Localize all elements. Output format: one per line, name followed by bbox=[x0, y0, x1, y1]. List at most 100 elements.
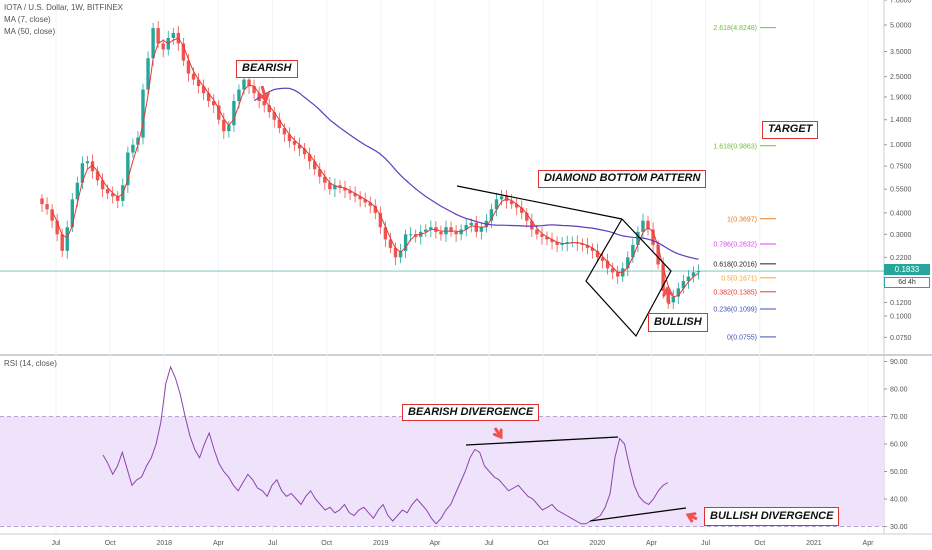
price-axis-tick-label: 0.1200 bbox=[890, 300, 912, 307]
candle-body bbox=[156, 28, 160, 44]
fib-level-label: 1(0.3697) bbox=[727, 216, 757, 223]
rsi-line bbox=[102, 365, 669, 525]
target-label: TARGET bbox=[762, 121, 819, 139]
fib-level-label: 0(0.0755) bbox=[727, 334, 757, 341]
time-axis-tick-label: Oct bbox=[105, 540, 116, 547]
candle-body bbox=[454, 231, 458, 235]
candle-body bbox=[333, 185, 337, 190]
candle-body bbox=[292, 141, 297, 145]
candle-body bbox=[348, 190, 352, 194]
candle-body bbox=[131, 144, 135, 153]
price-axis-tick-label: 0.4000 bbox=[890, 210, 912, 217]
candle-body bbox=[90, 161, 95, 172]
candle-body bbox=[494, 199, 499, 210]
price-axis-tick-label: 1.9000 bbox=[890, 94, 912, 101]
candle-body bbox=[681, 281, 686, 289]
price-axis-tick-label: 0.2200 bbox=[890, 255, 912, 262]
candle-body bbox=[378, 212, 383, 228]
time-axis-tick-label: Oct bbox=[321, 540, 332, 547]
fib-level-label: 0.5(0.1671) bbox=[721, 275, 757, 282]
time-axis-tick-label: 2018 bbox=[156, 540, 172, 547]
candle-body bbox=[272, 112, 276, 120]
candle-body bbox=[55, 220, 59, 235]
fib-level-label: 0.618(0.2016) bbox=[713, 261, 757, 268]
rsi-axis-tick-label: 40.00 bbox=[890, 497, 908, 504]
candle-body bbox=[95, 171, 100, 181]
candle-body bbox=[191, 73, 196, 80]
candle-body bbox=[65, 227, 69, 251]
price-axis-tick-label: 2.5000 bbox=[890, 74, 912, 81]
candle-body bbox=[60, 234, 64, 251]
candle-body bbox=[600, 257, 605, 261]
fib-level-label: 0.786(0.2632) bbox=[713, 242, 757, 249]
price-axis-tick-label: 3.5000 bbox=[890, 49, 912, 56]
rsi-axis-tick-label: 80.00 bbox=[890, 387, 908, 394]
rsi-axis-tick-label: 90.00 bbox=[890, 359, 908, 366]
diamond-pattern-label: DIAMOND BOTTOM PATTERN bbox=[538, 170, 707, 188]
candle-body bbox=[171, 32, 175, 38]
candle-body bbox=[499, 196, 504, 200]
candle-body bbox=[85, 161, 90, 164]
candle-body bbox=[530, 220, 534, 230]
fib-level-label: 1.618(0.9863) bbox=[713, 143, 757, 150]
ma7-legend: MA (7, close) bbox=[4, 15, 51, 24]
candle-body bbox=[40, 198, 44, 205]
candle-body bbox=[646, 220, 650, 230]
candle-body bbox=[393, 247, 398, 258]
candle-body bbox=[464, 224, 468, 230]
time-axis-tick-label: Jul bbox=[701, 540, 710, 547]
rsi-axis-tick-label: 50.00 bbox=[890, 469, 908, 476]
fib-level-label: 0.236(0.1099) bbox=[713, 306, 757, 313]
candle-body bbox=[408, 234, 413, 236]
candle-body bbox=[540, 234, 544, 237]
candle-body bbox=[631, 244, 635, 258]
candle-body bbox=[242, 79, 246, 90]
time-axis-tick-label: Apr bbox=[863, 540, 875, 547]
candle-body bbox=[237, 89, 241, 102]
candle-body bbox=[368, 202, 372, 206]
candle-body bbox=[479, 227, 484, 232]
price-axis-tick-label: 0.7500 bbox=[890, 164, 912, 171]
candle-body bbox=[151, 28, 155, 59]
candle-body bbox=[116, 196, 120, 201]
candle-body bbox=[358, 196, 362, 200]
time-axis-tick-label: 2020 bbox=[590, 540, 606, 547]
candle-body bbox=[373, 205, 377, 213]
candle-body bbox=[550, 239, 554, 243]
bullish-arrow-head bbox=[662, 286, 674, 297]
candle-body bbox=[297, 144, 302, 149]
candle-body bbox=[328, 182, 332, 190]
candle-body bbox=[671, 296, 675, 303]
price-axis-tick-label: 7.0000 bbox=[890, 0, 912, 5]
bullish-label: BULLISH bbox=[648, 313, 708, 332]
time-axis-tick-label: Oct bbox=[538, 540, 549, 547]
symbol-title: IOTA / U.S. Dollar, 1W, BITFINEX bbox=[4, 3, 123, 12]
candle-body bbox=[696, 271, 701, 273]
candle-body bbox=[136, 137, 140, 145]
bullish-divergence-arrow-head bbox=[685, 512, 697, 523]
candle-body bbox=[100, 180, 105, 190]
fib-level-label: 2.618(4.8248) bbox=[713, 25, 757, 32]
candle-body bbox=[222, 119, 226, 132]
bearish-divergence-label: BEARISH DIVERGENCE bbox=[402, 404, 540, 421]
rsi-axis-tick-label: 60.00 bbox=[890, 442, 908, 449]
candle-body bbox=[146, 58, 150, 90]
candle-body bbox=[383, 227, 388, 240]
candle-body bbox=[363, 199, 367, 203]
diamond-top-trendline bbox=[456, 185, 623, 220]
rsi-axis-tick-label: 70.00 bbox=[890, 414, 908, 421]
time-axis-tick-label: Apr bbox=[429, 540, 441, 547]
candle-body bbox=[338, 185, 342, 188]
candle-body bbox=[661, 264, 665, 291]
candle-body bbox=[403, 234, 408, 251]
candle-body bbox=[287, 134, 292, 142]
candle-body bbox=[474, 222, 478, 232]
candle-body bbox=[565, 242, 569, 244]
candle-body bbox=[201, 86, 206, 94]
bearish-arrow-head bbox=[259, 91, 270, 103]
candle-body bbox=[641, 220, 645, 232]
rsi-axis-tick-label: 30.00 bbox=[890, 524, 908, 531]
price-axis-tick-label: 1.4000 bbox=[890, 117, 912, 124]
time-axis-tick-label: Jul bbox=[52, 540, 61, 547]
